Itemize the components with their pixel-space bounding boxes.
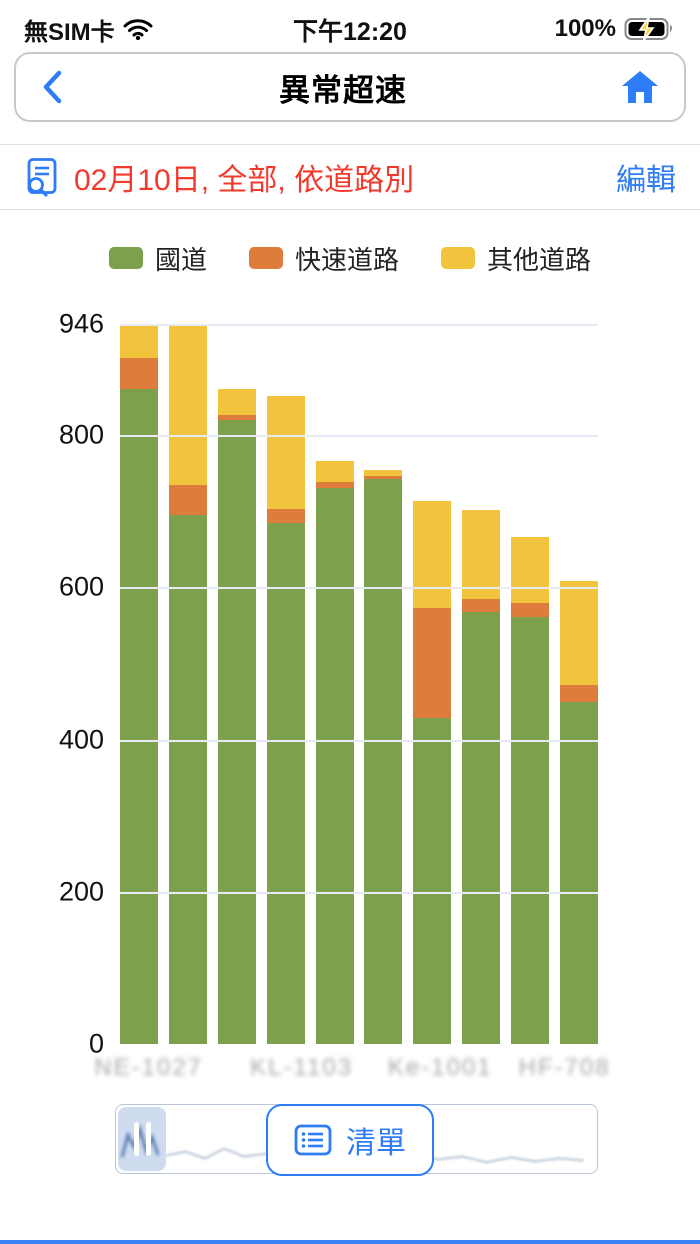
handle-grip: [133, 1122, 139, 1156]
bar-stack[interactable]: [120, 324, 158, 1044]
bottom-accent-bar: [0, 1240, 700, 1244]
bar-segment: [315, 461, 354, 483]
x-axis-label: KL-1103: [250, 1054, 354, 1081]
bar-segment: [559, 684, 598, 702]
legend: 國道 快速道路 其他道路: [0, 240, 700, 277]
y-tick-label: 946: [58, 308, 104, 339]
bar-segment: [462, 509, 501, 599]
y-tick-label: 200: [58, 876, 104, 907]
gridline: [120, 587, 598, 590]
home-icon: [622, 71, 658, 103]
bar-segment: [120, 357, 158, 390]
list-button[interactable]: 清單: [266, 1104, 434, 1176]
legend-swatch: [441, 247, 475, 269]
filter-summary: 02月10日, 全部, 依道路別: [74, 164, 415, 197]
scrubber-preview: [120, 1123, 160, 1158]
chevron-left-icon: [43, 70, 62, 104]
bar-stack[interactable]: [413, 501, 452, 1044]
bar-stack[interactable]: [511, 537, 549, 1044]
list-icon: [294, 1124, 332, 1156]
y-tick-label: 600: [58, 571, 104, 602]
legend-item: 快速道路: [248, 240, 399, 277]
bar-segment: [559, 581, 598, 685]
bar-segment: [364, 479, 403, 1044]
bar-stack[interactable]: [168, 324, 207, 1044]
bar-stack[interactable]: [559, 581, 598, 1044]
gridline: [120, 739, 598, 742]
legend-label: 快速道路: [294, 244, 399, 275]
bar-segment: [511, 537, 549, 604]
bar-segment: [364, 470, 403, 477]
bar-segment: [120, 324, 158, 358]
bar-segment: [266, 522, 305, 1044]
gridline: [120, 891, 598, 894]
bar-stack[interactable]: [217, 389, 256, 1044]
legend-swatch: [248, 247, 283, 269]
bar-segment: [413, 501, 452, 608]
status-time: 下午12:20: [293, 18, 407, 46]
x-axis-label: HF-708: [518, 1054, 611, 1081]
gridline: [120, 324, 598, 326]
legend-label: 國道: [154, 244, 207, 275]
bar-stack[interactable]: [315, 461, 354, 1044]
page-title: 異常超速: [279, 72, 407, 108]
legend-label: 其他道路: [487, 244, 592, 275]
bar-segment: [217, 419, 256, 1044]
y-tick-label: 800: [58, 419, 104, 450]
bar-segment: [462, 598, 501, 613]
bar-segment: [120, 389, 158, 1044]
legend-item: 其他道路: [441, 240, 591, 277]
legend-swatch: [108, 247, 143, 269]
bar-segment: [413, 607, 452, 719]
battery-percent: 100%: [554, 15, 616, 42]
back-button[interactable]: [40, 69, 66, 105]
bar-segment: [315, 482, 354, 489]
edit-button[interactable]: 編輯: [616, 155, 676, 199]
bar-stack[interactable]: [266, 396, 305, 1044]
y-tick-label: 400: [58, 724, 104, 755]
handle-grip: [145, 1122, 151, 1156]
status-bar: 無SIM卡 下午12:20 100%: [0, 0, 700, 48]
bar-segment: [315, 488, 354, 1044]
bar-segment: [511, 617, 549, 1044]
y-tick-label: 0: [88, 1028, 104, 1059]
bar-stack[interactable]: [364, 470, 403, 1044]
battery-charging-icon: [624, 16, 672, 42]
x-axis-label: Ke-1001: [387, 1054, 493, 1081]
gridline: [120, 435, 598, 438]
document-search-icon[interactable]: [24, 157, 60, 197]
bars: [120, 324, 598, 1044]
wifi-icon: [123, 19, 153, 40]
nav-bar: 異常超速: [14, 52, 686, 122]
filter-bar: 02月10日, 全部, 依道路別 編輯: [0, 144, 700, 210]
list-button-label: 清單: [346, 1127, 406, 1160]
bar-segment: [462, 612, 501, 1044]
bar-segment: [559, 701, 598, 1044]
scrubber-handle[interactable]: [118, 1107, 166, 1171]
bar-segment: [168, 515, 207, 1044]
bar-segment: [266, 508, 305, 523]
x-axis-label: NE-1027: [94, 1054, 204, 1081]
bar-segment: [413, 718, 452, 1044]
bar-chart: NE-1027 KL-1103 Ke-1001 HF-708 946 800 600 400…: [0, 309, 700, 1099]
carrier-label: 無SIM卡: [24, 18, 115, 46]
bar-segment: [168, 484, 207, 516]
home-button[interactable]: [620, 69, 660, 105]
legend-item: 國道: [108, 240, 207, 277]
bar-segment: [217, 389, 256, 416]
plot-area: NE-1027 KL-1103 Ke-1001 HF-708: [94, 324, 609, 1081]
bar-segment: [168, 324, 207, 485]
bar-segment: [217, 415, 256, 420]
bar-stack[interactable]: [462, 509, 501, 1044]
bar-segment: [364, 476, 403, 480]
bar-segment: [511, 603, 549, 618]
bar-segment: [266, 396, 305, 509]
